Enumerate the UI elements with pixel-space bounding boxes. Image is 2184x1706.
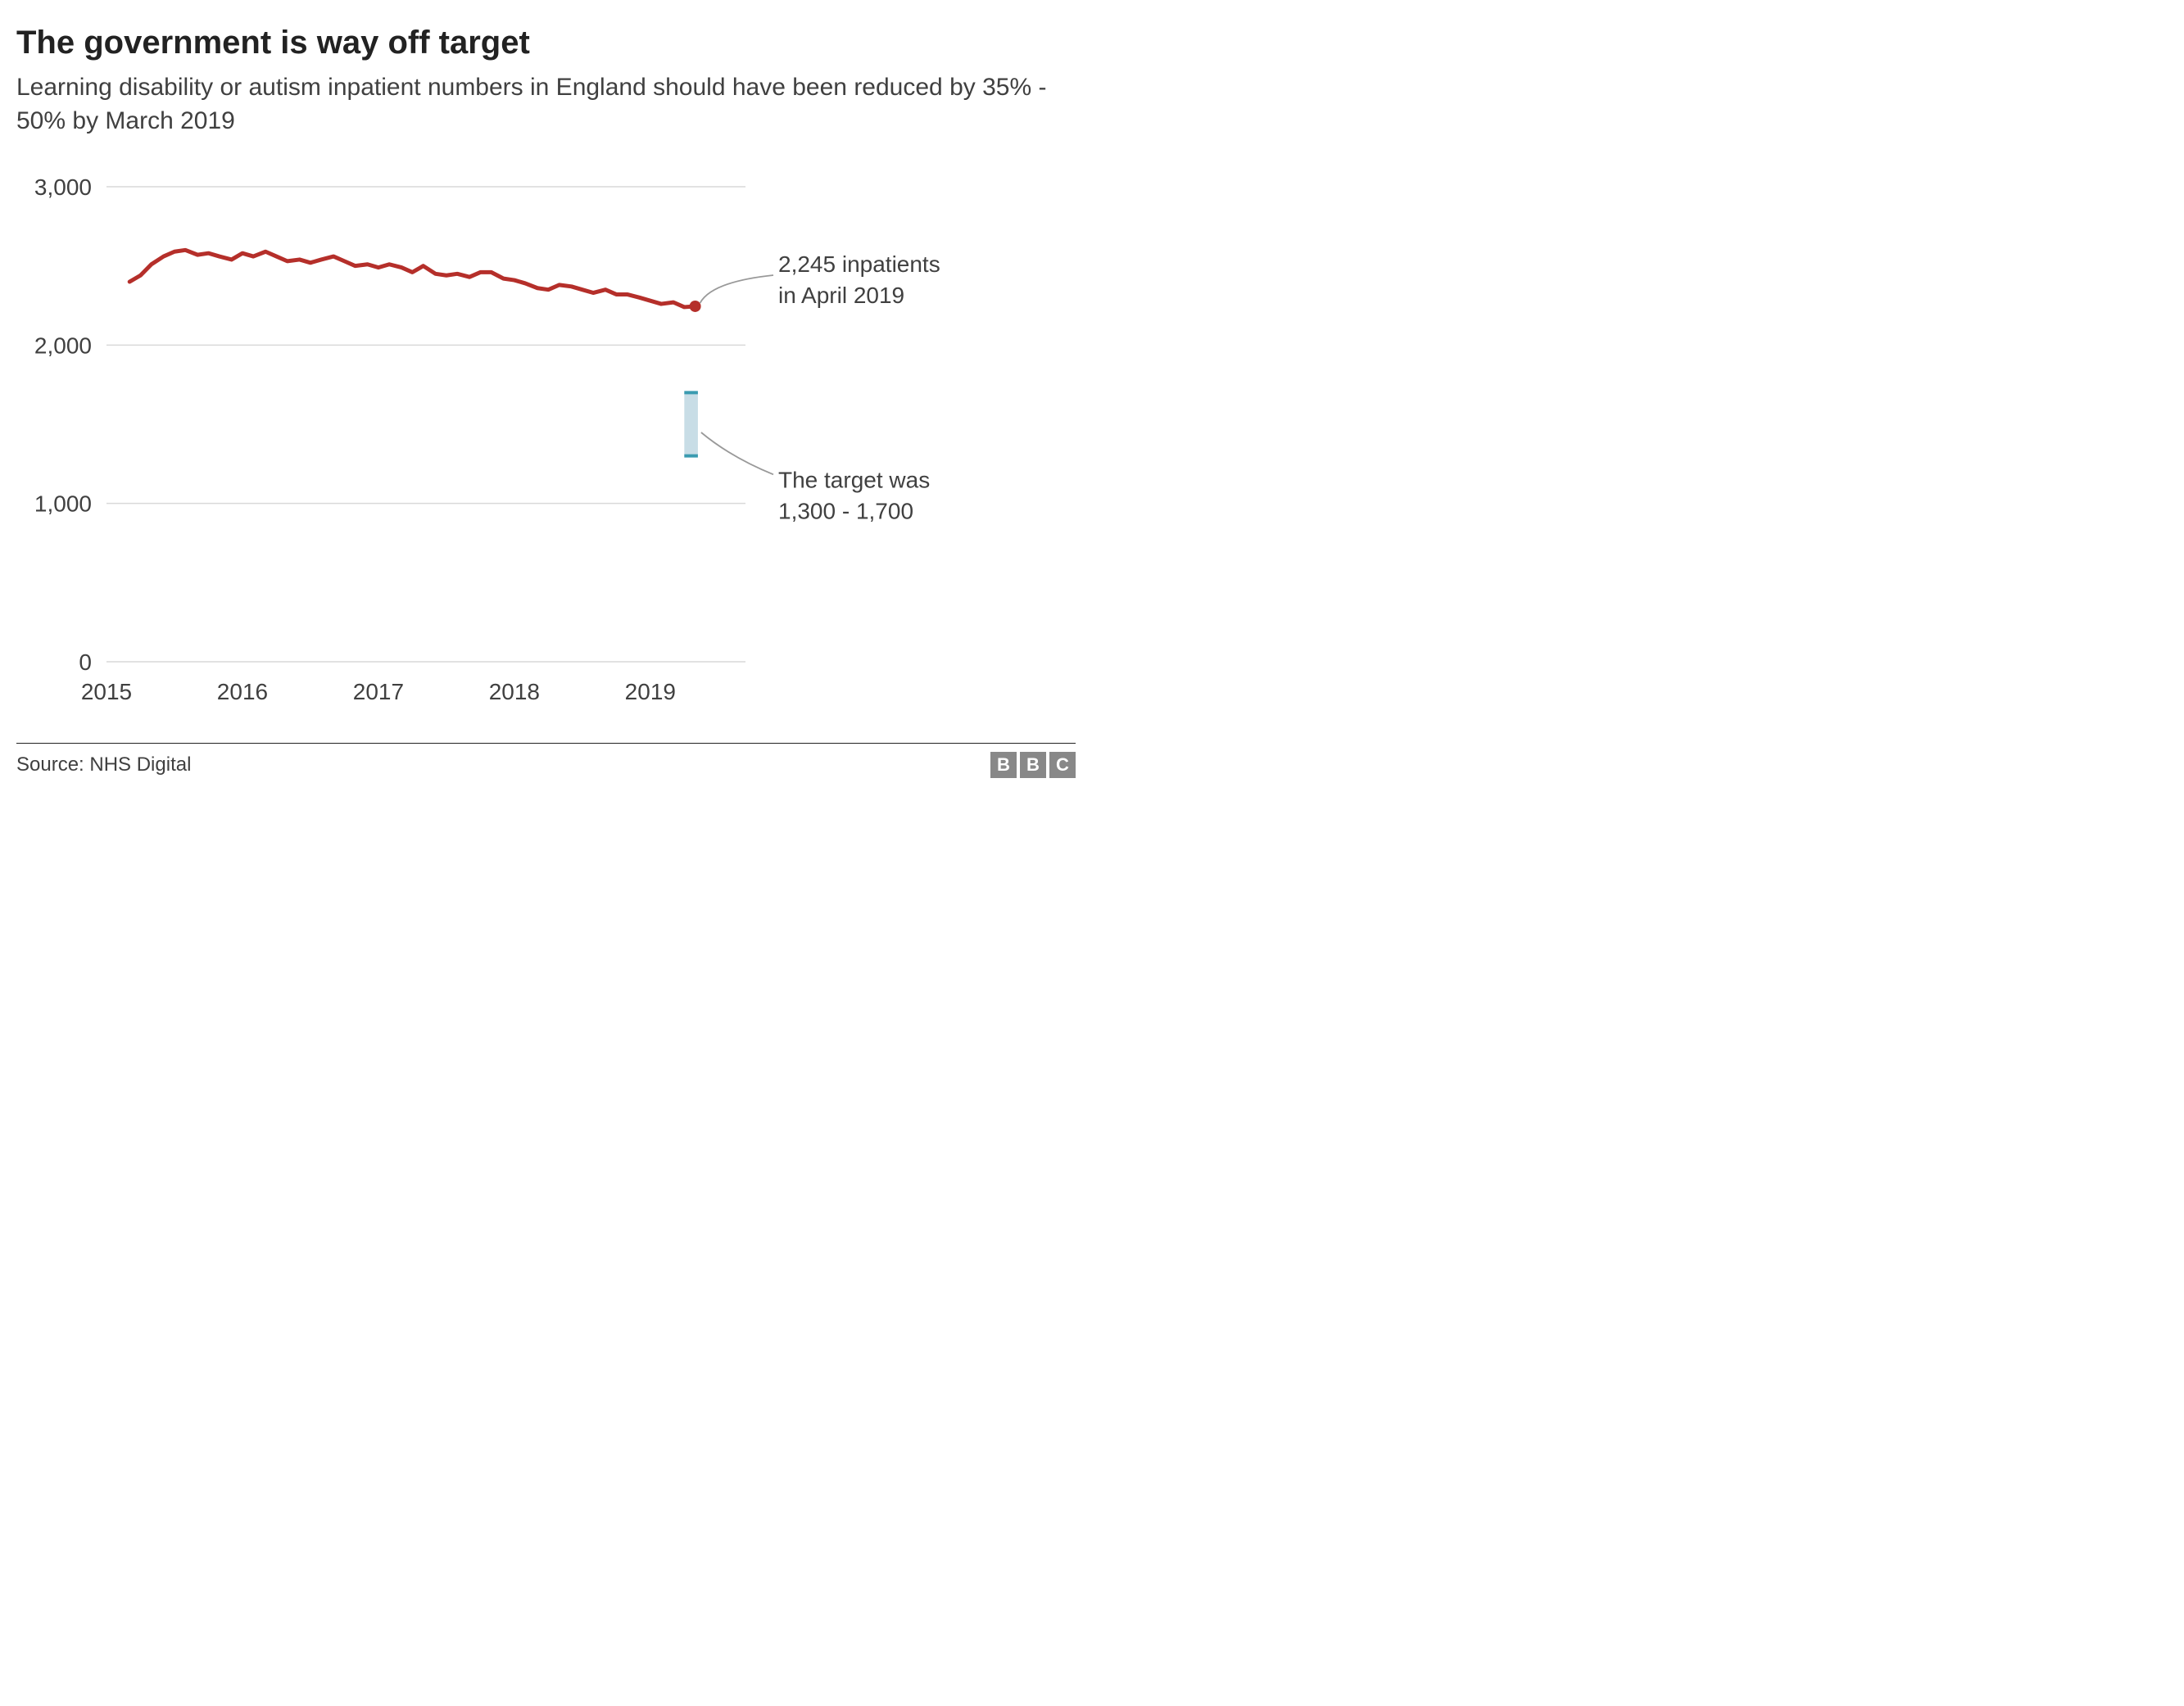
svg-text:2016: 2016 xyxy=(217,679,268,704)
chart-title: The government is way off target xyxy=(16,25,1076,61)
line-chart: 0 1,000 2,000 3,000 2015 2016 2017 2018 2019 2,24… xyxy=(16,170,1076,727)
svg-text:1,300 - 1,700: 1,300 - 1,700 xyxy=(778,498,913,523)
bbc-logo-letter: B xyxy=(990,752,1017,778)
bbc-logo-letter: B xyxy=(1020,752,1046,778)
svg-text:2,245 inpatients: 2,245 inpatients xyxy=(778,251,940,277)
svg-text:1,000: 1,000 xyxy=(34,491,92,517)
svg-text:2019: 2019 xyxy=(625,679,676,704)
svg-text:0: 0 xyxy=(79,649,92,675)
svg-text:in April 2019: in April 2019 xyxy=(778,283,904,308)
svg-text:2017: 2017 xyxy=(353,679,404,704)
svg-text:2,000: 2,000 xyxy=(34,333,92,358)
bbc-logo-letter: C xyxy=(1049,752,1076,778)
source-text: Source: NHS Digital xyxy=(16,753,191,776)
bbc-logo: B B C xyxy=(990,752,1076,778)
chart-footer: Source: NHS Digital B B C xyxy=(16,743,1076,778)
chart-container: 0 1,000 2,000 3,000 2015 2016 2017 2018 2019 2,24… xyxy=(16,170,1076,731)
svg-text:2015: 2015 xyxy=(81,679,132,704)
svg-text:The target was: The target was xyxy=(778,467,930,492)
svg-text:2018: 2018 xyxy=(489,679,540,704)
chart-subtitle: Learning disability or autism inpatient … xyxy=(16,71,1076,138)
svg-text:3,000: 3,000 xyxy=(34,174,92,200)
